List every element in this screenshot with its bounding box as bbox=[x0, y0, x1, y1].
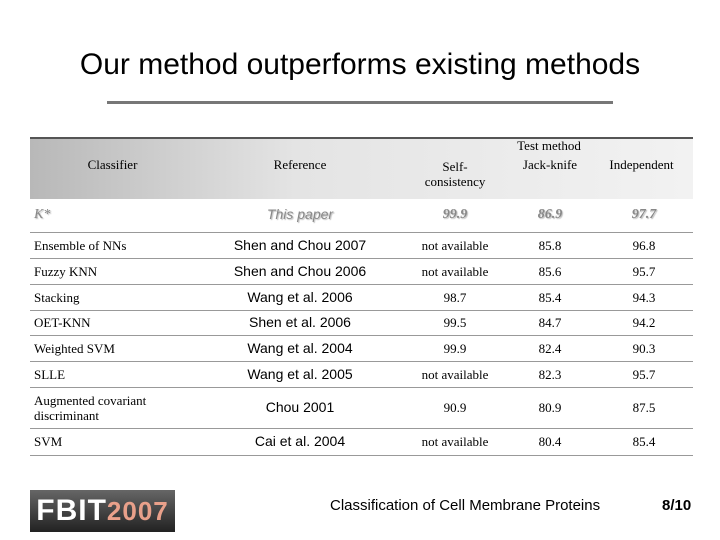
table-cell: 80.9 bbox=[538, 400, 562, 415]
row-divider bbox=[30, 335, 693, 336]
row-label: SVM bbox=[34, 434, 63, 449]
table-cell: Shen and Chou 2007 bbox=[233, 236, 367, 253]
table-cell: 99.5 bbox=[443, 315, 467, 330]
row-divider bbox=[30, 284, 693, 285]
table-cell: 85.6 bbox=[538, 263, 562, 279]
table-cell: 95.7 bbox=[632, 366, 656, 382]
table-cell: 90.9 bbox=[443, 400, 467, 415]
row-divider bbox=[30, 387, 693, 388]
subcolumn-header: Self-consistency bbox=[424, 159, 486, 189]
table-cell: 85.4 bbox=[632, 434, 656, 449]
logo-text: FBIT bbox=[36, 494, 107, 527]
row-label: Stacking bbox=[34, 289, 80, 305]
table-cell: 87.5 bbox=[632, 400, 656, 415]
row-divider bbox=[30, 310, 693, 311]
table-cell: not available bbox=[421, 366, 489, 382]
table-cell: Wang et al. 2005 bbox=[247, 365, 353, 382]
table-cell: not available bbox=[421, 263, 489, 279]
table-cell: not available bbox=[421, 237, 489, 253]
table-cell: 82.3 bbox=[538, 366, 562, 382]
row-divider bbox=[30, 361, 693, 362]
logo-year: 2007 bbox=[106, 495, 169, 526]
table-cell: Shen and Chou 2006 bbox=[233, 262, 367, 279]
row-label: Augmented covariant discriminant bbox=[34, 392, 147, 423]
table-cell: 90.3 bbox=[632, 340, 656, 356]
row-label: OET-KNN bbox=[34, 315, 91, 330]
row-label: Ensemble of NNs bbox=[34, 237, 127, 253]
subcolumn-header: Independent bbox=[609, 156, 674, 172]
table-cell: 98.7 bbox=[443, 289, 467, 305]
table-cell: not available bbox=[421, 434, 489, 449]
row-divider bbox=[30, 258, 693, 259]
row-divider bbox=[30, 428, 693, 429]
table-cell: 95.7 bbox=[632, 263, 656, 279]
table-cell: 99.9 bbox=[443, 340, 467, 356]
table-cell: 97.7 bbox=[631, 207, 657, 222]
table-cell: Wang et al. 2004 bbox=[247, 339, 353, 356]
row-label: K* bbox=[34, 207, 51, 222]
column-header: Reference bbox=[273, 156, 327, 172]
row-label: Fuzzy KNN bbox=[34, 263, 98, 279]
table-cell: 94.2 bbox=[632, 315, 656, 330]
title-rule bbox=[107, 101, 613, 104]
table-header bbox=[30, 137, 693, 199]
footer-caption: Classification of Cell Membrane Proteins bbox=[330, 497, 601, 514]
table-cell: 85.8 bbox=[538, 237, 562, 253]
logo: FBIT 2007 bbox=[30, 490, 175, 532]
row-divider bbox=[30, 232, 693, 233]
table-cell: 99.9 bbox=[442, 207, 468, 222]
row-label: SLLE bbox=[34, 366, 66, 382]
table-cell: 82.4 bbox=[538, 340, 562, 356]
table-cell: Shen et al. 2006 bbox=[249, 314, 351, 330]
table-cell: Chou 2001 bbox=[265, 399, 335, 415]
table-cell: This paper bbox=[266, 206, 334, 222]
subcolumn-header: Jack-knife bbox=[522, 156, 578, 172]
group-header: Test method bbox=[517, 137, 581, 153]
table-cell: 84.7 bbox=[538, 315, 562, 330]
table-cell: 86.9 bbox=[537, 207, 563, 222]
table-cell: 94.3 bbox=[632, 289, 656, 305]
table-cell: Wang et al. 2006 bbox=[247, 288, 353, 305]
row-divider bbox=[30, 455, 693, 456]
row-label: Weighted SVM bbox=[34, 340, 115, 356]
slide-title: Our method outperforms existing methods bbox=[79, 48, 641, 81]
table-cell: 80.4 bbox=[538, 434, 562, 449]
column-header: Classifier bbox=[87, 156, 138, 172]
table-cell: 96.8 bbox=[632, 237, 656, 253]
table-cell: Cai et al. 2004 bbox=[254, 433, 346, 449]
page-number: 8/10 bbox=[662, 497, 692, 514]
table-cell: 85.4 bbox=[538, 289, 562, 305]
